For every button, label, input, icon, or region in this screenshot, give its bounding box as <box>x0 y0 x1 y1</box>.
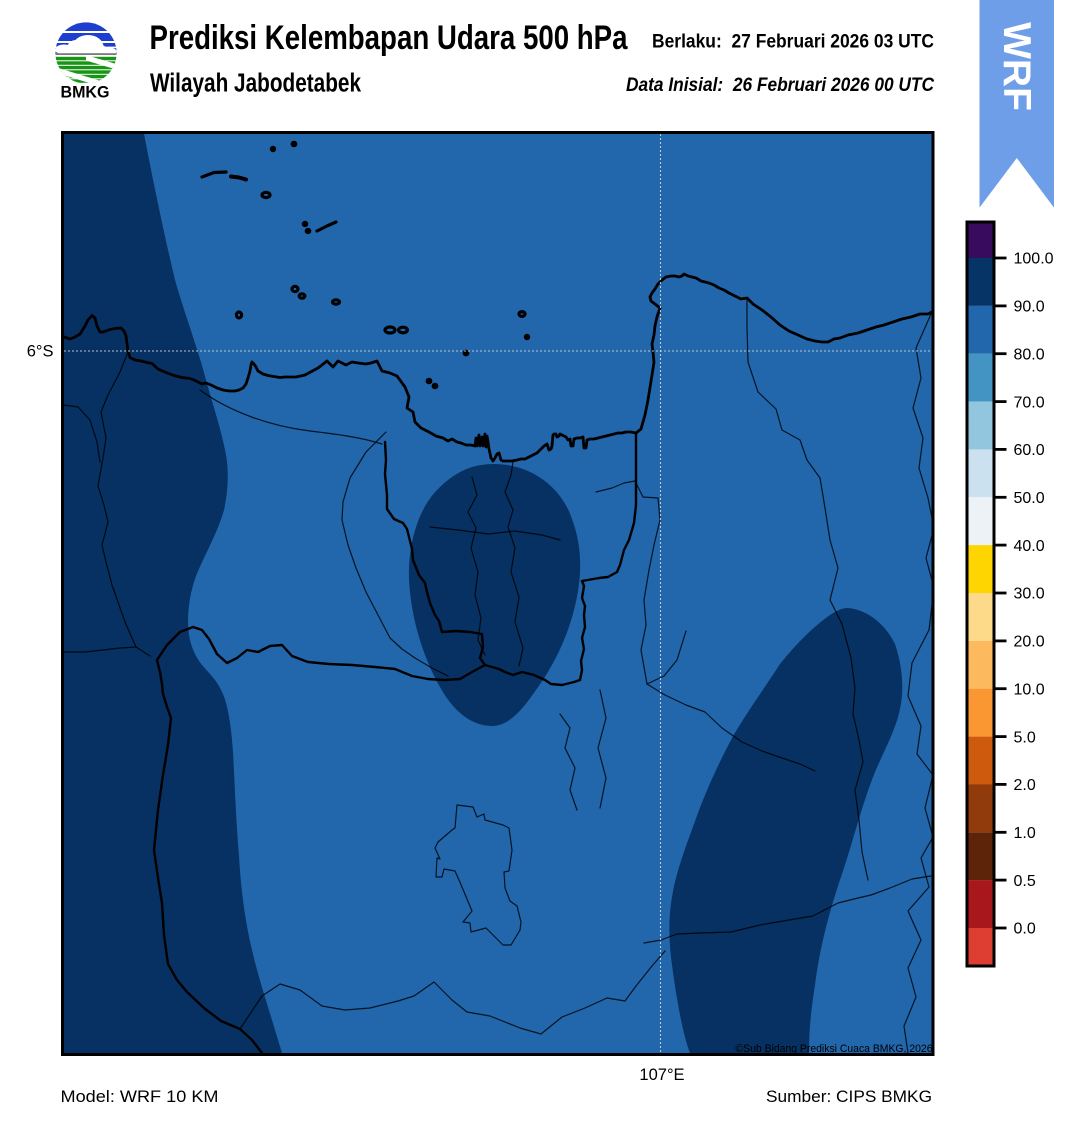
svg-text:©Sub Bidang Prediksi Cuaca BMK: ©Sub Bidang Prediksi Cuaca BMKG, 2026 <box>736 1043 933 1055</box>
svg-text:BMKG: BMKG <box>61 84 110 102</box>
svg-text:0.5: 0.5 <box>1014 873 1036 890</box>
svg-text:80.0: 80.0 <box>1014 346 1045 363</box>
svg-text:107°E: 107°E <box>639 1066 684 1084</box>
svg-text:0.0: 0.0 <box>1014 921 1036 938</box>
svg-text:10.0: 10.0 <box>1014 681 1045 698</box>
svg-text:WRF: WRF <box>995 22 1038 111</box>
svg-text:1.0: 1.0 <box>1014 825 1036 842</box>
svg-text:Prediksi Kelembapan Udara 500: Prediksi Kelembapan Udara 500 hPa <box>150 19 629 57</box>
svg-text:Sumber: CIPS BMKG: Sumber: CIPS BMKG <box>766 1087 932 1106</box>
svg-text:Berlaku: 27 Februari 2026 03: Berlaku: 27 Februari 2026 03 UTC <box>652 32 934 53</box>
svg-text:Model: WRF 10 KM: Model: WRF 10 KM <box>61 1087 219 1106</box>
svg-text:Data Inisial: 26 Februari 202: Data Inisial: 26 Februari 2026 00 UTC <box>626 75 934 96</box>
svg-text:90.0: 90.0 <box>1014 299 1045 316</box>
svg-text:100.0: 100.0 <box>1014 251 1054 268</box>
svg-text:60.0: 60.0 <box>1014 442 1045 459</box>
svg-text:5.0: 5.0 <box>1014 729 1036 746</box>
svg-text:Wilayah Jabodetabek: Wilayah Jabodetabek <box>150 70 362 98</box>
svg-text:30.0: 30.0 <box>1014 586 1045 603</box>
svg-text:70.0: 70.0 <box>1014 394 1045 411</box>
svg-text:50.0: 50.0 <box>1014 490 1045 507</box>
svg-text:2.0: 2.0 <box>1014 777 1036 794</box>
svg-text:20.0: 20.0 <box>1014 634 1045 651</box>
svg-text:40.0: 40.0 <box>1014 538 1045 555</box>
svg-text:6°S: 6°S <box>27 343 54 361</box>
